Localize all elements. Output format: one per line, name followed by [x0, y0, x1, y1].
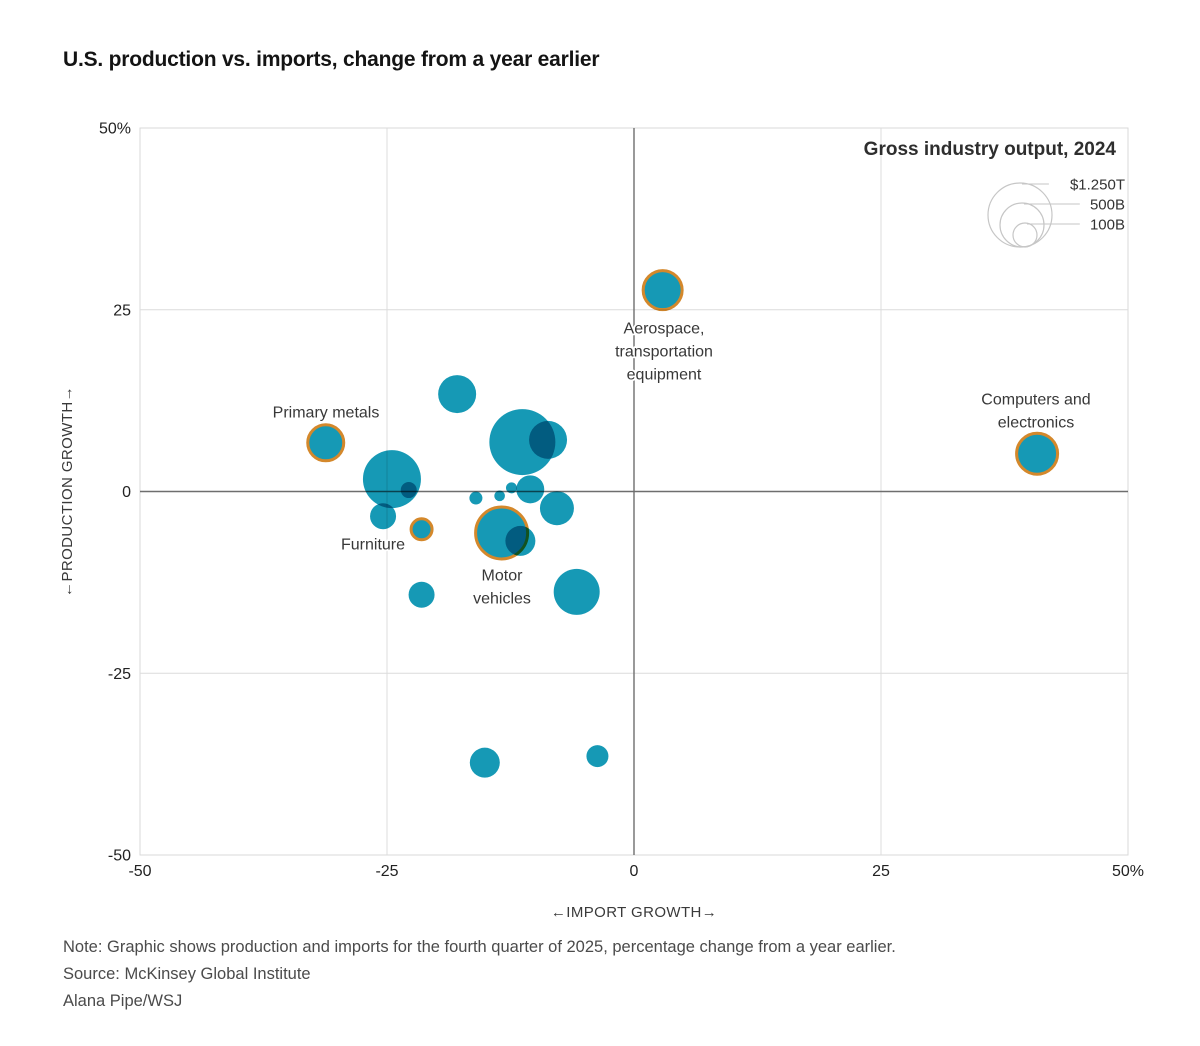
bubble-label-aerospace-transportation-equipment: transportation: [615, 344, 713, 361]
chart-footnotes: Note: Graphic shows production and impor…: [63, 934, 896, 1015]
bubble[interactable]: [586, 745, 609, 768]
x-tick-label: 50%: [1112, 863, 1144, 880]
x-tick-label: 0: [630, 863, 639, 880]
bubble-label-aerospace-transportation-equipment: equipment: [627, 367, 702, 384]
bubble-label-motor-vehicles: vehicles: [473, 591, 531, 608]
y-tick-label: -50: [108, 848, 131, 865]
bubble[interactable]: [438, 375, 477, 414]
legend-title: Gross industry output, 2024: [864, 139, 1117, 160]
bubble-label-computers-and-electronics: electronics: [998, 415, 1074, 432]
bubble[interactable]: [469, 491, 483, 505]
y-tick-label: -25: [108, 666, 131, 683]
x-tick-label: -50: [128, 863, 151, 880]
legend-label-1-250t: $1.250T: [1070, 177, 1125, 194]
bubble-primary-metals[interactable]: [306, 423, 346, 463]
x-tick-label: 25: [872, 863, 890, 880]
note-line: Note: Graphic shows production and impor…: [63, 938, 896, 956]
bubble[interactable]: [362, 450, 421, 509]
bubble-chart: -50 -25 0 25 50% 50% 25 0 -25 -50 ←IMPORT GROWTH→ ←…: [59, 121, 1144, 922]
legend-circle-1-250t: [987, 182, 1053, 248]
bubble[interactable]: [408, 581, 435, 608]
bubble[interactable]: [505, 482, 517, 494]
legend-circle-500b: [999, 202, 1045, 248]
bubble-computers-and-electronics[interactable]: [1015, 431, 1060, 476]
bubble-label-furniture: Furniture: [341, 537, 405, 554]
bubble-motor-vehicles[interactable]: [474, 505, 530, 561]
bubble[interactable]: [539, 491, 574, 526]
bubble-label-primary-metals: Primary metals: [273, 405, 380, 422]
y-tick-label: 25: [113, 302, 131, 319]
legend-label-100b: 100B: [1090, 217, 1125, 234]
bubble[interactable]: [553, 568, 600, 615]
chart-title: U.S. production vs. imports, change from…: [63, 48, 600, 71]
x-tick-label: -25: [375, 863, 398, 880]
bubble[interactable]: [400, 482, 417, 499]
bubble-furniture[interactable]: [409, 517, 434, 542]
legend-circle-100b: [1012, 222, 1038, 248]
x-axis-title: ←IMPORT GROWTH→: [551, 904, 717, 921]
bubble-label-motor-vehicles: Motor: [482, 568, 524, 585]
bubble[interactable]: [469, 747, 500, 778]
y-axis-title: ←PRODUCTION GROWTH→: [59, 386, 76, 597]
source-line: Source: McKinsey Global Institute: [63, 965, 311, 983]
y-tick-label: 50%: [99, 121, 131, 138]
bubble[interactable]: [529, 420, 568, 459]
credit-line: Alana Pipe/WSJ: [63, 992, 183, 1010]
bubble[interactable]: [370, 503, 397, 530]
bubble[interactable]: [494, 490, 505, 502]
bubble[interactable]: [516, 475, 545, 504]
bubble-aerospace-transportation-equipment[interactable]: [641, 269, 684, 312]
y-tick-label: 0: [122, 484, 131, 501]
legend-label-500b: 500B: [1090, 197, 1125, 214]
bubble-label-computers-and-electronics: Computers and: [981, 392, 1090, 409]
bubble-label-aerospace-transportation-equipment: Aerospace,: [624, 321, 705, 338]
